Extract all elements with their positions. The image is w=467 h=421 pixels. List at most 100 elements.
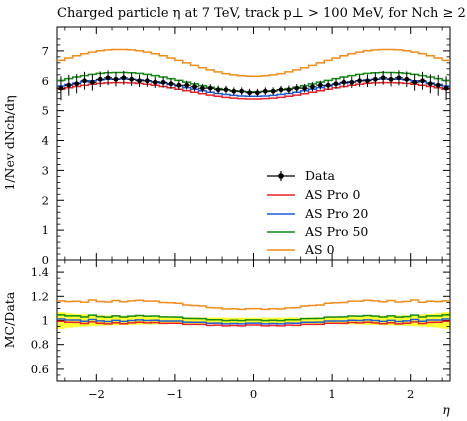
data-point bbox=[317, 82, 323, 88]
y-tick-label: 3 bbox=[42, 163, 49, 177]
legend-label-data: Data bbox=[305, 168, 335, 183]
series-line-as-pro-0 bbox=[57, 81, 450, 100]
y-axis-label: 1/Nev dNch/dη bbox=[2, 95, 17, 190]
data-point bbox=[231, 88, 237, 94]
ratio-y-tick-label: 1 bbox=[42, 314, 49, 328]
data-point bbox=[160, 79, 166, 85]
data-point bbox=[89, 79, 95, 85]
data-point bbox=[223, 87, 229, 93]
data-point bbox=[58, 85, 64, 91]
data-points bbox=[57, 70, 450, 101]
series-line-as-pro-50 bbox=[57, 71, 450, 93]
data-point bbox=[207, 85, 213, 91]
ratio-band-bin bbox=[394, 315, 404, 326]
data-point bbox=[412, 79, 418, 85]
y-tick-label: 4 bbox=[42, 134, 49, 148]
ratio-band-bin bbox=[104, 315, 113, 326]
data-point bbox=[278, 87, 284, 93]
ratio-line-as-0 bbox=[57, 299, 450, 311]
data-point bbox=[105, 75, 111, 81]
main-panel-ticks: 0 1 2 3 4 5 6 7 bbox=[42, 38, 450, 267]
data-point bbox=[200, 85, 205, 91]
x-tick-label: 1 bbox=[328, 387, 335, 401]
data-point bbox=[137, 78, 142, 84]
data-point bbox=[152, 79, 158, 85]
data-point bbox=[184, 82, 190, 88]
data-point bbox=[176, 82, 182, 88]
x-tick-label: 0 bbox=[250, 387, 257, 401]
y-tick-label: 0 bbox=[42, 253, 49, 267]
ratio-band-bin bbox=[316, 317, 325, 324]
legend-label-as-pro-50: AS Pro 50 bbox=[304, 224, 368, 239]
series-line-as-0 bbox=[57, 48, 450, 77]
ratio-band-bin bbox=[308, 317, 317, 324]
ratio-line-as-pro-0 bbox=[57, 320, 450, 327]
data-point bbox=[255, 90, 260, 96]
data-point bbox=[144, 78, 150, 84]
y-tick-label: 6 bbox=[42, 74, 49, 88]
data-point bbox=[294, 85, 300, 91]
data-point bbox=[357, 78, 363, 84]
data-point bbox=[349, 79, 355, 85]
data-point bbox=[380, 75, 386, 81]
x-axis-ticks: −2 −1 0 1 2 bbox=[64, 27, 443, 401]
ratio-band-bin bbox=[190, 317, 199, 324]
legend-label-as-pro-20: AS Pro 20 bbox=[304, 206, 368, 221]
ratio-band-bin bbox=[410, 314, 419, 327]
data-point bbox=[388, 76, 394, 82]
x-tick-label: −1 bbox=[166, 387, 183, 401]
data-point bbox=[74, 81, 80, 87]
ratio-y-tick-label: 1.4 bbox=[31, 265, 49, 279]
data-point bbox=[113, 76, 119, 82]
data-point bbox=[270, 88, 276, 94]
data-point bbox=[372, 76, 378, 82]
ratio-line-as-pro-50 bbox=[57, 314, 450, 322]
data-point bbox=[365, 78, 370, 84]
x-tick-label: −2 bbox=[88, 387, 105, 401]
data-point bbox=[247, 90, 252, 96]
ratio-band-bin bbox=[119, 315, 129, 326]
data-point bbox=[435, 82, 441, 88]
y-tick-label: 2 bbox=[42, 193, 49, 207]
legend-label-as-pro-0: AS Pro 0 bbox=[304, 187, 360, 202]
data-point bbox=[443, 85, 449, 91]
main-panel-frame bbox=[56, 26, 451, 261]
ratio-band-bin bbox=[88, 314, 97, 327]
data-point bbox=[333, 81, 339, 87]
ratio-line-as-pro-20 bbox=[57, 318, 450, 325]
data-point bbox=[404, 76, 410, 82]
data-point bbox=[121, 75, 127, 81]
ratio-panel-ticks: 0.6 0.8 1 1.2 1.4 bbox=[31, 265, 450, 376]
data-point bbox=[262, 88, 268, 94]
ratio-band-bin bbox=[379, 315, 388, 326]
data-point bbox=[310, 84, 315, 90]
ratio-band-bin bbox=[300, 317, 309, 324]
data-point bbox=[420, 78, 425, 84]
legend: Data AS Pro 0 AS Pro 20 AS Pro 50 AS 0 bbox=[267, 168, 368, 257]
data-point bbox=[97, 76, 103, 82]
data-point bbox=[192, 84, 197, 90]
y-tick-label: 1 bbox=[42, 223, 49, 237]
ratio-y-tick-label: 0.8 bbox=[31, 338, 49, 352]
data-point bbox=[341, 79, 347, 85]
data-point bbox=[239, 88, 245, 94]
x-tick-label: 2 bbox=[407, 387, 414, 401]
legend-label-as-0: AS 0 bbox=[304, 242, 335, 257]
legend-data-marker bbox=[278, 173, 284, 179]
data-point bbox=[427, 81, 433, 87]
ratio-y-tick-label: 1.2 bbox=[31, 289, 49, 303]
data-point bbox=[129, 76, 135, 82]
x-axis-label: η bbox=[442, 402, 450, 417]
ratio-band-bin bbox=[214, 317, 223, 324]
y-tick-label: 7 bbox=[42, 44, 49, 58]
data-point bbox=[396, 75, 402, 81]
data-point bbox=[82, 78, 87, 84]
ratio-series bbox=[57, 299, 450, 327]
ratio-band-bin bbox=[198, 317, 207, 324]
data-point bbox=[168, 81, 174, 87]
ratio-y-axis-label: MC/Data bbox=[2, 291, 17, 348]
data-point bbox=[66, 82, 72, 88]
ratio-band-bin bbox=[182, 317, 191, 324]
data-point bbox=[325, 82, 331, 88]
